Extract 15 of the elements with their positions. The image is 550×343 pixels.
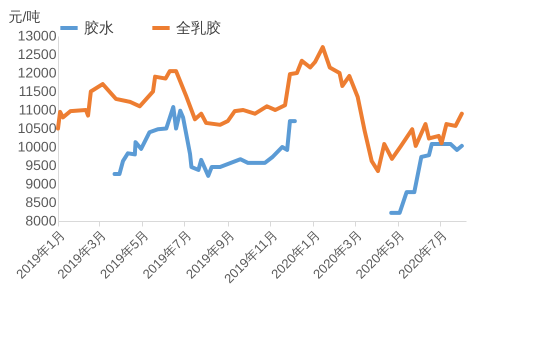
y-tick-label: 9000 <box>25 176 57 192</box>
y-tick-label: 11500 <box>18 83 57 99</box>
y-tick-label: 12000 <box>18 64 57 80</box>
y-tick-label: 10500 <box>18 120 57 136</box>
y-tick-label: 9500 <box>25 157 57 173</box>
y-tick-label: 11000 <box>18 102 57 118</box>
y-tick-label: 10000 <box>18 138 57 154</box>
line-series <box>56 45 464 174</box>
y-tick-label: 8000 <box>25 212 57 228</box>
legend-label: 全乳胶 <box>176 20 221 37</box>
y-tick-label: 13000 <box>18 28 57 44</box>
y-axis-title: 元/吨 <box>8 8 40 24</box>
y-tick-label: 8500 <box>25 194 57 210</box>
y-tick-label: 12500 <box>18 46 57 62</box>
legend-label: 胶水 <box>84 20 114 37</box>
